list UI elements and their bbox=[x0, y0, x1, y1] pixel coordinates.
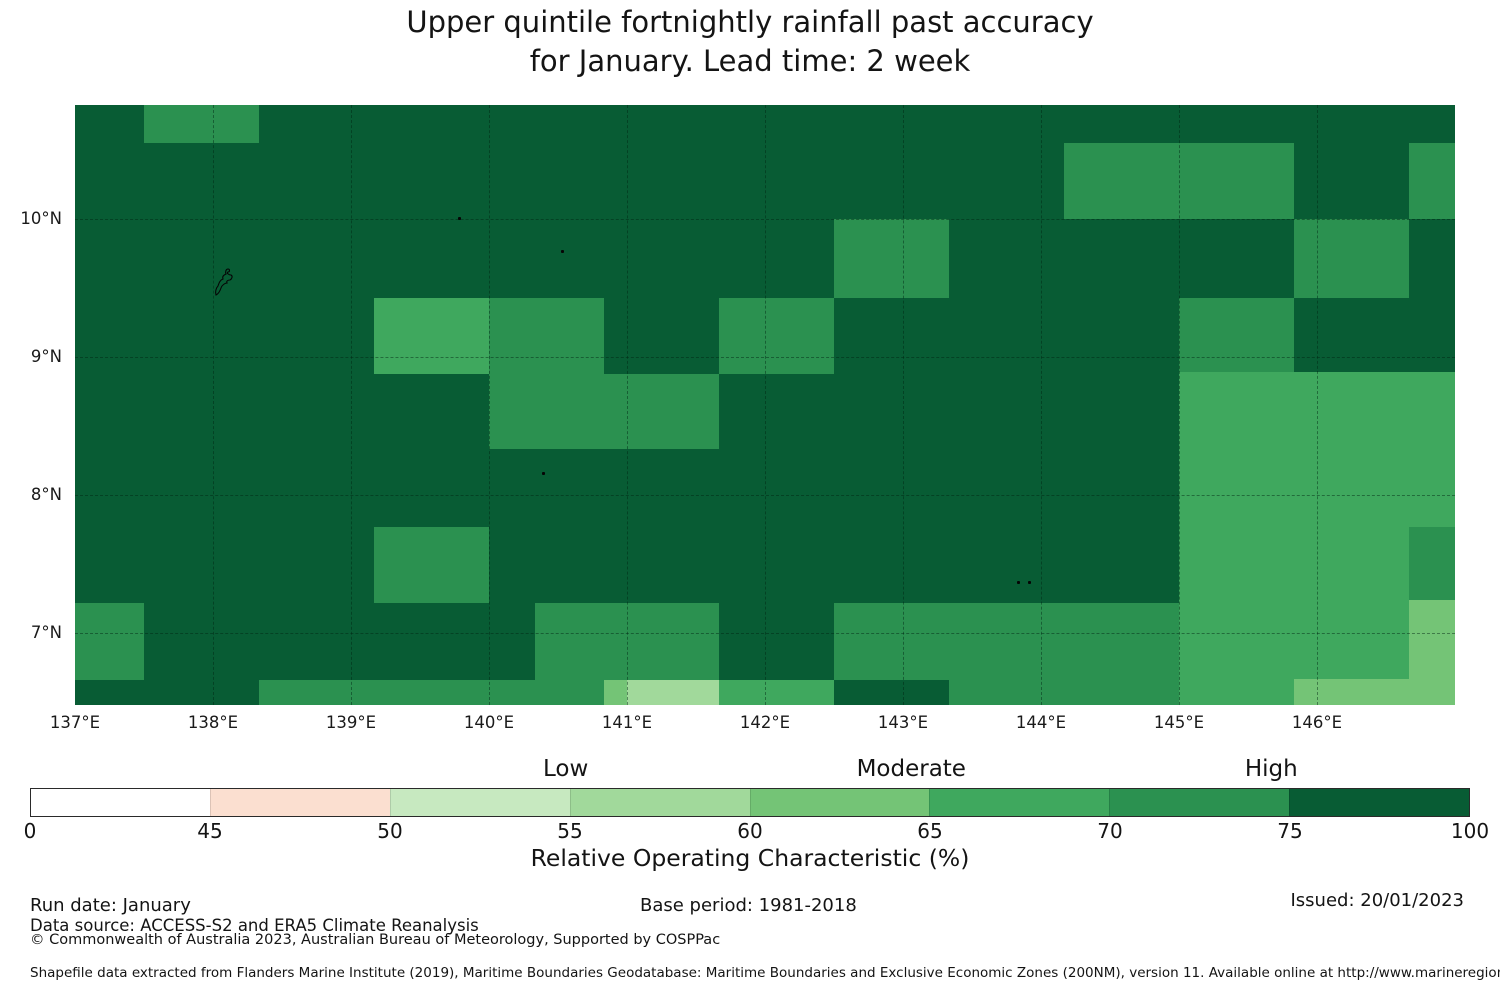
heatmap-cell bbox=[834, 219, 949, 298]
y-tick-label: 10°N bbox=[20, 209, 62, 228]
heatmap-cell bbox=[995, 602, 1179, 705]
colorbar-tick-label: 70 bbox=[1097, 819, 1123, 843]
colorbar-segment-45-50 bbox=[209, 789, 390, 816]
heatmap-cell bbox=[489, 373, 720, 450]
heatmap-cell bbox=[374, 526, 489, 603]
heatmap-cell bbox=[1179, 372, 1455, 705]
y-tick-label: 7°N bbox=[30, 623, 62, 642]
colorbar-tick-label: 45 bbox=[197, 819, 223, 843]
copyright-label: © Commonwealth of Australia 2023, Austra… bbox=[30, 932, 721, 948]
heatmap-cell bbox=[1409, 599, 1455, 705]
heatmap-cell bbox=[1179, 297, 1294, 373]
heatmap-cell bbox=[948, 679, 996, 705]
x-axis-label: Relative Operating Characteristic (%) bbox=[530, 844, 970, 872]
gridline-vertical bbox=[1317, 105, 1318, 705]
chart-title-line2: for January. Lead time: 2 week bbox=[529, 44, 971, 78]
heatmap-cell bbox=[627, 679, 720, 705]
gridline-vertical bbox=[351, 105, 352, 705]
chart-title-line1: Upper quintile fortnightly rainfall past… bbox=[406, 5, 1094, 39]
colorbar-tick-label: 55 bbox=[557, 819, 583, 843]
heatmap-cell bbox=[1409, 143, 1455, 219]
heatmap-cell bbox=[834, 602, 996, 680]
issued-label: Issued: 20/01/2023 bbox=[1290, 890, 1464, 911]
colorbar-segment-50-55 bbox=[389, 789, 570, 816]
colorbar-tick-label: 100 bbox=[1450, 819, 1490, 843]
gridline-vertical bbox=[903, 105, 904, 705]
x-tick-label: 137°E bbox=[49, 713, 101, 732]
colorbar-segment-75-100 bbox=[1289, 789, 1469, 816]
heatmap-cell bbox=[534, 602, 720, 680]
gridline-vertical bbox=[489, 105, 490, 705]
colorbar-tick-label: 65 bbox=[917, 819, 943, 843]
x-tick-label: 142°E bbox=[739, 713, 791, 732]
islet-icon bbox=[457, 216, 461, 220]
islet-icon bbox=[1027, 580, 1031, 584]
colorbar-region-label-low: Low bbox=[543, 756, 589, 782]
gridline-horizontal bbox=[75, 357, 1455, 358]
heatmap-cell bbox=[374, 297, 489, 374]
gridline-horizontal bbox=[75, 495, 1455, 496]
x-tick-label: 138°E bbox=[187, 713, 239, 732]
colorbar-segment-55-60 bbox=[569, 789, 750, 816]
colorbar-tick-label: 50 bbox=[377, 819, 403, 843]
run-date-label: Run date: January bbox=[30, 895, 191, 916]
chart-title: Upper quintile fortnightly rainfall past… bbox=[0, 3, 1500, 81]
x-tick-label: 139°E bbox=[325, 713, 377, 732]
x-tick-label: 141°E bbox=[601, 713, 653, 732]
colorbar-region-label-moderate: Moderate bbox=[856, 756, 966, 782]
heatmap-cell bbox=[489, 297, 604, 374]
colorbar-region-label-high: High bbox=[1244, 756, 1298, 782]
colorbar-segment-70-75 bbox=[1109, 789, 1290, 816]
heatmap-cell bbox=[719, 679, 834, 705]
islet-icon bbox=[561, 249, 565, 253]
x-tick-label: 145°E bbox=[1153, 713, 1205, 732]
gridline-horizontal bbox=[75, 633, 1455, 634]
gridline-vertical bbox=[1179, 105, 1180, 705]
heatmap-cell bbox=[1064, 143, 1294, 219]
heatmap-cell bbox=[75, 602, 144, 680]
x-tick-label: 143°E bbox=[877, 713, 929, 732]
gridline-vertical bbox=[213, 105, 214, 705]
colorbar-segment-60-65 bbox=[749, 789, 930, 816]
colorbar-segment-0-45 bbox=[31, 789, 210, 816]
y-tick-label: 8°N bbox=[30, 485, 62, 504]
heatmap-cell bbox=[1293, 678, 1410, 705]
map-plot bbox=[75, 105, 1455, 705]
heatmap-cell bbox=[1293, 219, 1410, 298]
data-source-label: Data source: ACCESS-S2 and ERA5 Climate … bbox=[30, 916, 479, 935]
x-tick-label: 144°E bbox=[1015, 713, 1067, 732]
heatmap-cell bbox=[719, 297, 834, 374]
gridline-vertical bbox=[627, 105, 628, 705]
islet-icon bbox=[1016, 580, 1020, 584]
gridline-horizontal bbox=[75, 219, 1455, 220]
x-tick-label: 140°E bbox=[463, 713, 515, 732]
colorbar-segment-65-70 bbox=[929, 789, 1110, 816]
colorbar-tick-label: 0 bbox=[23, 819, 37, 843]
gridline-vertical bbox=[765, 105, 766, 705]
heatmap-cell bbox=[258, 679, 604, 705]
ngulu-atoll-icon bbox=[541, 471, 545, 475]
colorbar-tick-label: 75 bbox=[1277, 819, 1303, 843]
colorbar bbox=[30, 788, 1470, 817]
y-tick-label: 9°N bbox=[30, 347, 62, 366]
heatmap-cell bbox=[1409, 526, 1455, 600]
base-period-label: Base period: 1981-2018 bbox=[640, 895, 857, 916]
x-tick-label: 146°E bbox=[1291, 713, 1343, 732]
heatmap-cell bbox=[144, 105, 259, 144]
yap-island-outline bbox=[214, 267, 236, 306]
colorbar-tick-label: 60 bbox=[737, 819, 763, 843]
shapefile-note: Shapefile data extracted from Flanders M… bbox=[30, 965, 1500, 981]
heatmap-cell bbox=[603, 679, 627, 705]
gridline-vertical bbox=[1041, 105, 1042, 705]
